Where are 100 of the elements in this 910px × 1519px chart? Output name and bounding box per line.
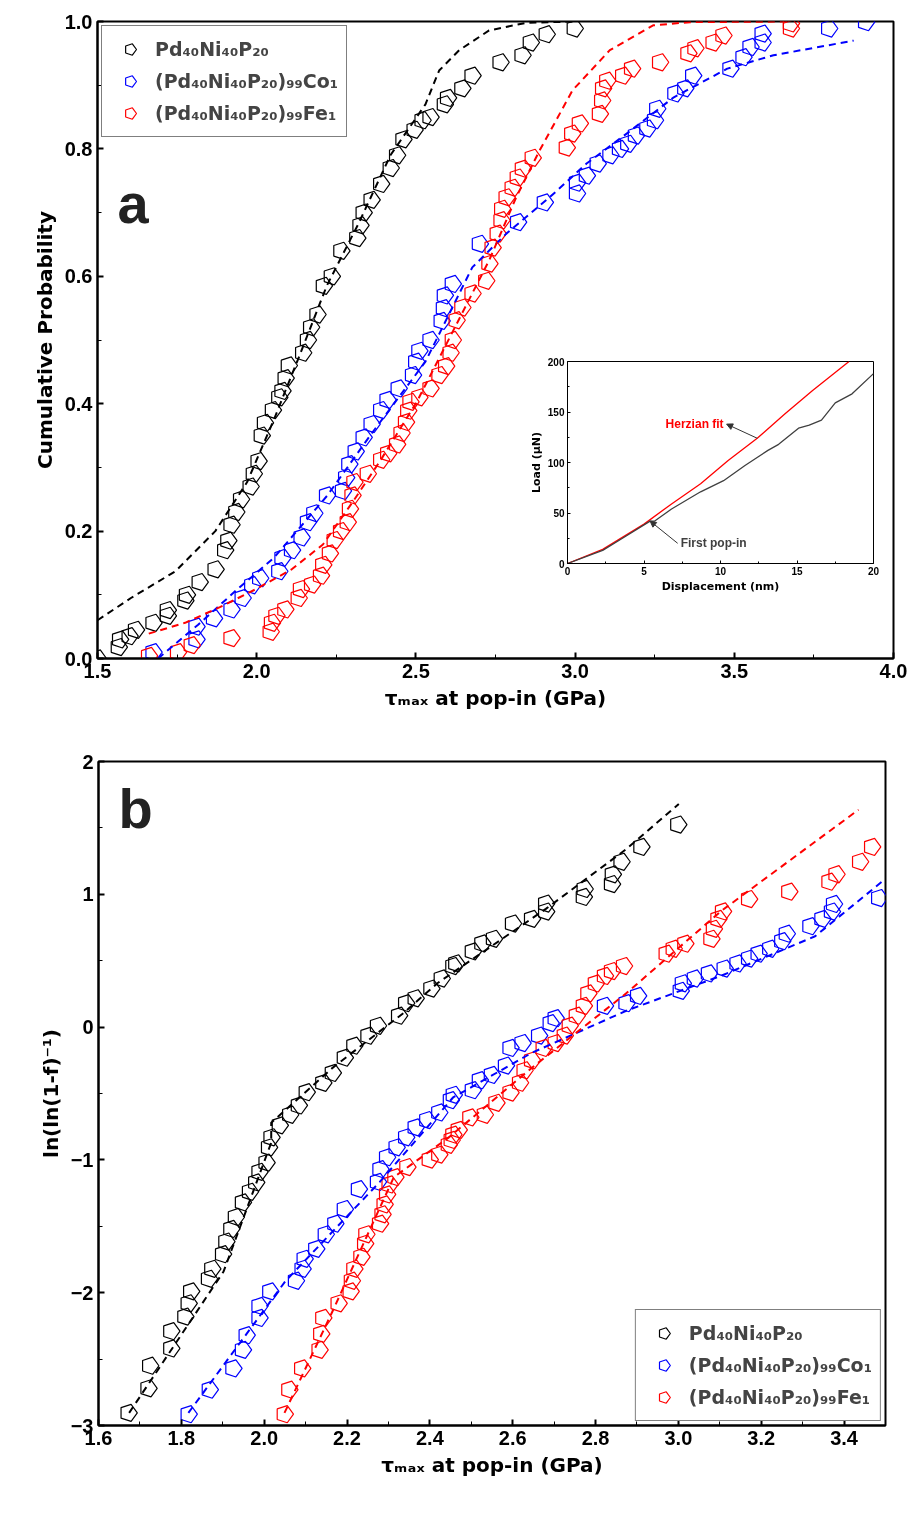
annotation: First pop-in [680,536,747,551]
point [315,1073,333,1093]
y-axis-title: ln(ln(1-f)⁻¹) [38,1029,63,1158]
x-tick-label: 2.2 [333,1426,361,1449]
legend-label: Pd₄₀Ni₄₀P₂₀ [155,38,269,60]
point [276,1405,295,1424]
point [360,1026,378,1045]
point [214,1245,233,1264]
point [260,1138,279,1157]
y-tick-label: −1 [70,1148,94,1171]
point [471,1071,490,1090]
point [346,1036,364,1055]
point [381,1175,399,1194]
point [397,1128,416,1147]
point [423,979,441,998]
point [372,1160,390,1179]
point [120,1403,138,1423]
point [353,1247,371,1266]
x-tick-label: 1.8 [167,1426,196,1449]
annotation: a [117,171,150,235]
x-tick-label: 2.0 [250,1426,279,1449]
point [464,1081,483,1100]
point [204,1259,222,1278]
point [294,1359,312,1378]
point [163,1322,181,1341]
point [369,1172,388,1192]
point [523,1051,542,1070]
point [596,996,615,1016]
point [670,815,688,834]
x-tick-label: 10 [714,565,727,577]
point [442,1090,461,1110]
point [464,942,483,961]
point [315,1308,333,1328]
point [399,1157,417,1177]
point [729,954,747,973]
y-tick-label: 0.2 [64,520,93,543]
point [311,1340,329,1359]
point [762,939,780,958]
point [294,1259,312,1278]
legend-label: (Pd₄₀Ni₄₀P₂₀)₉₉Co₁ [688,1354,872,1376]
point [225,1359,243,1378]
y-axis-title: Cumulative Probability [32,211,57,469]
point [200,1269,219,1288]
point [330,1294,348,1313]
legend-label: (Pd₄₀Ni₄₀P₂₀)₉₉Co₁ [155,70,339,92]
point [476,1105,495,1124]
point [575,996,594,1016]
point [535,1038,553,1058]
point [568,1006,587,1025]
point [281,1105,300,1124]
point [201,1380,220,1399]
point [387,1168,405,1187]
point [802,917,820,936]
point [674,974,693,993]
point [258,1153,276,1172]
point [445,1085,464,1104]
x-tick-label: 2.6 [498,1426,527,1449]
legend-label: (Pd₄₀Ni₄₀P₂₀)₉₉Fe₁ [688,1386,871,1408]
point [502,1083,520,1102]
x-tick-label: 5 [641,565,648,577]
point [556,1026,575,1045]
point [281,1380,299,1399]
point [369,1016,388,1035]
point [378,1185,397,1204]
point [530,1026,549,1045]
point [814,909,832,929]
y-tick-label: 100 [547,457,565,469]
point [485,929,504,948]
point [821,872,839,891]
point [523,909,542,929]
point [665,939,684,958]
point [177,1307,195,1326]
point [287,1271,306,1290]
point [440,1135,459,1154]
point [580,984,598,1003]
point [433,969,452,988]
annotation: Herzian fit [665,417,724,432]
point [371,1214,390,1233]
point [407,1118,425,1137]
y-tick-label: 0.4 [64,392,94,415]
point [633,837,651,857]
point [317,1225,336,1244]
point [251,1296,269,1316]
point [774,932,792,951]
point [700,964,719,983]
point [324,1063,343,1083]
y-tick-label: 0.8 [64,137,93,160]
point [241,1182,260,1201]
point [516,1061,534,1080]
point [537,894,556,913]
x-tick-label: 2.0 [242,659,271,682]
point [298,1083,317,1102]
point [443,1130,462,1150]
point [462,1108,480,1127]
point [603,961,622,981]
x-tick-label: 2.4 [415,1426,445,1449]
point [705,919,724,938]
y-tick-label: 200 [547,356,565,368]
point [308,1239,326,1259]
point [561,1016,580,1035]
